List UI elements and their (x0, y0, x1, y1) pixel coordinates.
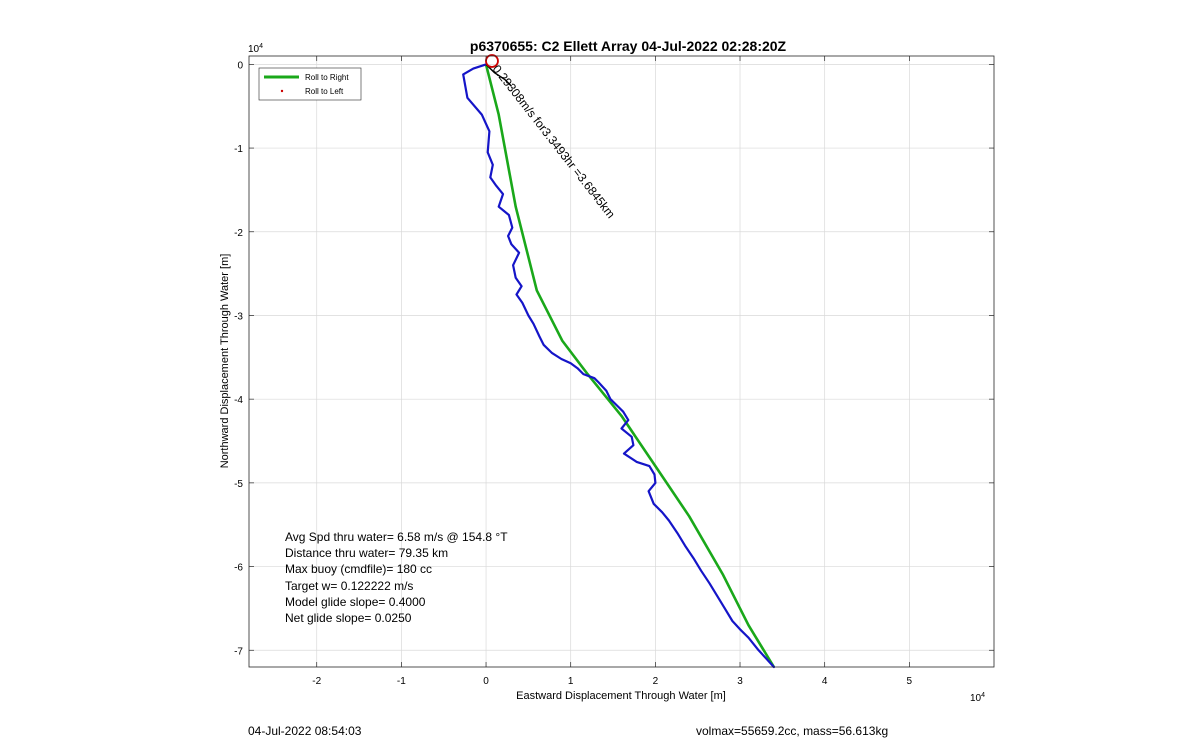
series-track-line (462, 63, 776, 669)
footer-summary: volmax=55659.2cc, mass=56.613kg (696, 724, 889, 738)
x-exponent-power: 4 (981, 692, 985, 699)
ticks: -2 -1 0 1 2 3 4 5 0 -1 -2 -3 -4 -5 -6 -7 (234, 56, 994, 687)
legend: Roll to Right Roll to Left (258, 67, 362, 101)
y-tick-label: -4 (234, 395, 243, 406)
data-layer (462, 54, 776, 669)
plot-frame (248, 55, 995, 668)
plot-background (249, 56, 994, 667)
chart: -2 -1 0 1 2 3 4 5 0 -1 -2 -3 -4 -5 -6 -7 p6370655: C2 E… (219, 38, 995, 704)
start-marker (485, 54, 499, 68)
stat-avg-speed: Avg Spd thru water= 6.58 m/s @ 154.8 °T (285, 530, 508, 544)
stat-net-glide-slope: Net glide slope= 0.0250 (285, 611, 412, 625)
x-exponent-label: 104 (970, 692, 985, 704)
y-axis-label: Northward Displacement Through Water [m] (219, 254, 231, 469)
stat-max-buoy: Max buoy (cmdfile)= 180 cc (285, 562, 432, 576)
x-tick-label: 4 (822, 676, 828, 687)
chart-title: p6370655: C2 Ellett Array 04-Jul-2022 02… (470, 38, 787, 54)
x-exponent-times: 10 (970, 693, 982, 704)
y-tick-label: -7 (234, 646, 243, 657)
stat-target-w: Target w= 0.122222 m/s (285, 579, 413, 593)
footer-timestamp: 04-Jul-2022 08:54:03 (248, 724, 362, 738)
current-vector-line (485, 63, 512, 87)
stat-model-glide-slope: Model glide slope= 0.4000 (285, 595, 426, 609)
grid (249, 56, 994, 667)
x-tick-label: -1 (397, 676, 406, 687)
y-tick-label: 0 (237, 60, 243, 71)
x-tick-label: 5 (907, 676, 913, 687)
y-tick-label: -3 (234, 311, 243, 322)
x-tick-label: 1 (568, 676, 574, 687)
stats-block: Avg Spd thru water= 6.58 m/s @ 154.8 °T … (285, 530, 508, 625)
x-tick-label: 3 (737, 676, 743, 687)
x-tick-label: 2 (653, 676, 659, 687)
legend-label-roll-right: Roll to Right (305, 73, 349, 82)
y-exponent-times: 10 (248, 44, 260, 55)
y-tick-label: -2 (234, 228, 243, 239)
y-tick-label: -1 (234, 144, 243, 155)
x-axis-label: Eastward Displacement Through Water [m] (516, 690, 726, 702)
stat-distance: Distance thru water= 79.35 km (285, 546, 448, 560)
series-roll-to-right-line (484, 64, 776, 668)
legend-label-roll-left: Roll to Left (305, 87, 344, 96)
legend-marker-roll-left (280, 89, 284, 93)
y-tick-label: -6 (234, 563, 243, 574)
x-tick-label: -2 (312, 676, 321, 687)
y-tick-label: -5 (234, 479, 243, 490)
legend-box (258, 67, 362, 101)
y-exponent-label: 104 (248, 43, 263, 55)
y-exponent-power: 4 (259, 43, 263, 50)
x-tick-label: 0 (483, 676, 489, 687)
